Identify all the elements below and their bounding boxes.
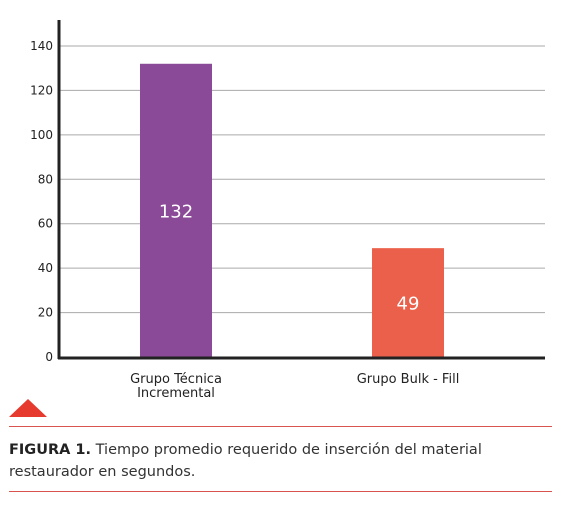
caption-bottom-rule	[9, 491, 552, 492]
y-tick-label: 140	[30, 39, 53, 53]
bar-value-label: 132	[159, 201, 193, 222]
gridlines	[59, 45, 545, 314]
bar	[372, 248, 444, 357]
x-tick-label: Grupo Bulk - Fill	[357, 372, 460, 387]
y-tick-label: 40	[38, 261, 53, 275]
caption-text: Tiempo promedio requerido de inserción d…	[9, 442, 482, 480]
y-tick-label: 0	[45, 350, 53, 364]
y-tick-label: 60	[38, 217, 53, 231]
bar	[140, 63, 212, 358]
caption-lead: FIGURA 1.	[9, 442, 92, 458]
red-triangle-icon	[9, 399, 47, 417]
y-tick-label: 20	[38, 306, 53, 320]
caption-top-rule	[9, 426, 552, 427]
y-tick-label: 120	[30, 83, 53, 97]
bars: 132 49	[140, 63, 444, 358]
x-axis-labels: Grupo Técnica Incremental Grupo Bulk - Fil…	[130, 372, 459, 400]
axes	[57, 20, 545, 360]
figure-caption: FIGURA 1. Tiempo promedio requerido de i…	[9, 439, 554, 483]
y-tick-label: 100	[30, 128, 53, 142]
bar-chart: 0 20 40 60 80 100 120 140 132 49 Grupo Técnica In…	[30, 20, 545, 400]
bar-value-label: 49	[397, 294, 420, 315]
y-tick-label: 80	[38, 172, 53, 186]
x-tick-label: Grupo Técnica Incremental	[130, 372, 222, 400]
y-axis-ticks: 0 20 40 60 80 100 120 140	[30, 39, 53, 364]
